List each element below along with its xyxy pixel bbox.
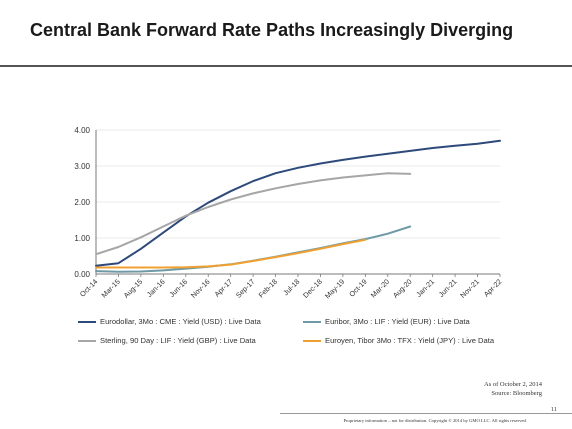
as-of-date: As of October 2, 2014 <box>484 381 542 388</box>
grid-layer <box>96 129 500 239</box>
x-tick-label: Oct-19 <box>347 277 369 299</box>
slide-title: Central Bank Forward Rate Paths Increasi… <box>30 20 514 40</box>
legend-item-euroyen: Euroyen, Tibor 3Mo : TFX : Yield (JPY) :… <box>303 336 494 345</box>
x-tick-label: Nov-16 <box>189 277 212 300</box>
source-note: Source: Bloomberg <box>491 390 542 397</box>
x-tick-label: Feb-18 <box>256 277 278 299</box>
legend-swatch-sterling <box>78 339 96 342</box>
x-tick-label: Mar-15 <box>99 277 121 299</box>
x-tick-label: May-19 <box>323 277 346 300</box>
legend-label-sterling: Sterling, 90 Day : LIF : Yield (GBP) : L… <box>100 336 256 345</box>
series-line-euroyen <box>95 238 367 269</box>
x-tick-label: Oct-14 <box>78 277 100 299</box>
x-tick-label: Jun-21 <box>437 277 459 299</box>
y-tick-label: 3.00 <box>74 162 90 171</box>
x-tick-label: Aug-20 <box>391 277 414 300</box>
footnote: As of October 2, 2014 Source: Bloomberg <box>484 380 542 398</box>
x-tick-label: Mar-20 <box>369 277 391 299</box>
series-line-euribor <box>95 225 412 273</box>
x-tick-label: Aug-15 <box>122 277 145 300</box>
y-tick-label: 0.00 <box>74 270 90 279</box>
x-tick-label: Jul-18 <box>281 277 301 297</box>
legend-swatch-euribor <box>303 320 321 323</box>
legend-label-euroyen: Euroyen, Tibor 3Mo : TFX : Yield (JPY) :… <box>325 336 495 345</box>
disclaimer: Proprietary information – not for distri… <box>343 418 527 423</box>
title-divider <box>0 65 572 67</box>
x-tick-label: Jun-16 <box>167 277 189 299</box>
x-tick-label: Nov-21 <box>458 277 481 300</box>
y-tick-label: 4.00 <box>74 126 90 135</box>
series-layer <box>95 139 501 273</box>
page-number: 11 <box>550 406 557 413</box>
legend-swatch-eurodollar <box>78 320 96 323</box>
legend-label-euribor: Euribor, 3Mo : LIF : Yield (EUR) : Live … <box>325 317 470 326</box>
y-tick-label: 1.00 <box>74 234 90 243</box>
x-tick-label: Jan-21 <box>414 277 436 299</box>
x-tick-label: Apr-17 <box>212 277 234 299</box>
x-tick-label: Apr-22 <box>482 277 504 299</box>
x-tick-label: Dec-18 <box>301 277 324 300</box>
legend-swatch-euroyen <box>303 339 321 342</box>
legend-item-sterling: Sterling, 90 Day : LIF : Yield (GBP) : L… <box>78 336 256 345</box>
y-tick-label: 2.00 <box>74 198 90 207</box>
series-line-sterling <box>95 172 412 256</box>
x-tick-label: Jan-16 <box>145 277 167 299</box>
legend-item-euribor: Euribor, 3Mo : LIF : Yield (EUR) : Live … <box>303 317 470 326</box>
footer-divider <box>280 413 572 414</box>
x-tick-label: Sep-17 <box>234 277 257 300</box>
legend-label-eurodollar: Eurodollar, 3Mo : CME : Yield (USD) : Li… <box>100 317 261 326</box>
legend-item-eurodollar: Eurodollar, 3Mo : CME : Yield (USD) : Li… <box>78 317 261 326</box>
series-line-eurodollar <box>95 139 501 267</box>
